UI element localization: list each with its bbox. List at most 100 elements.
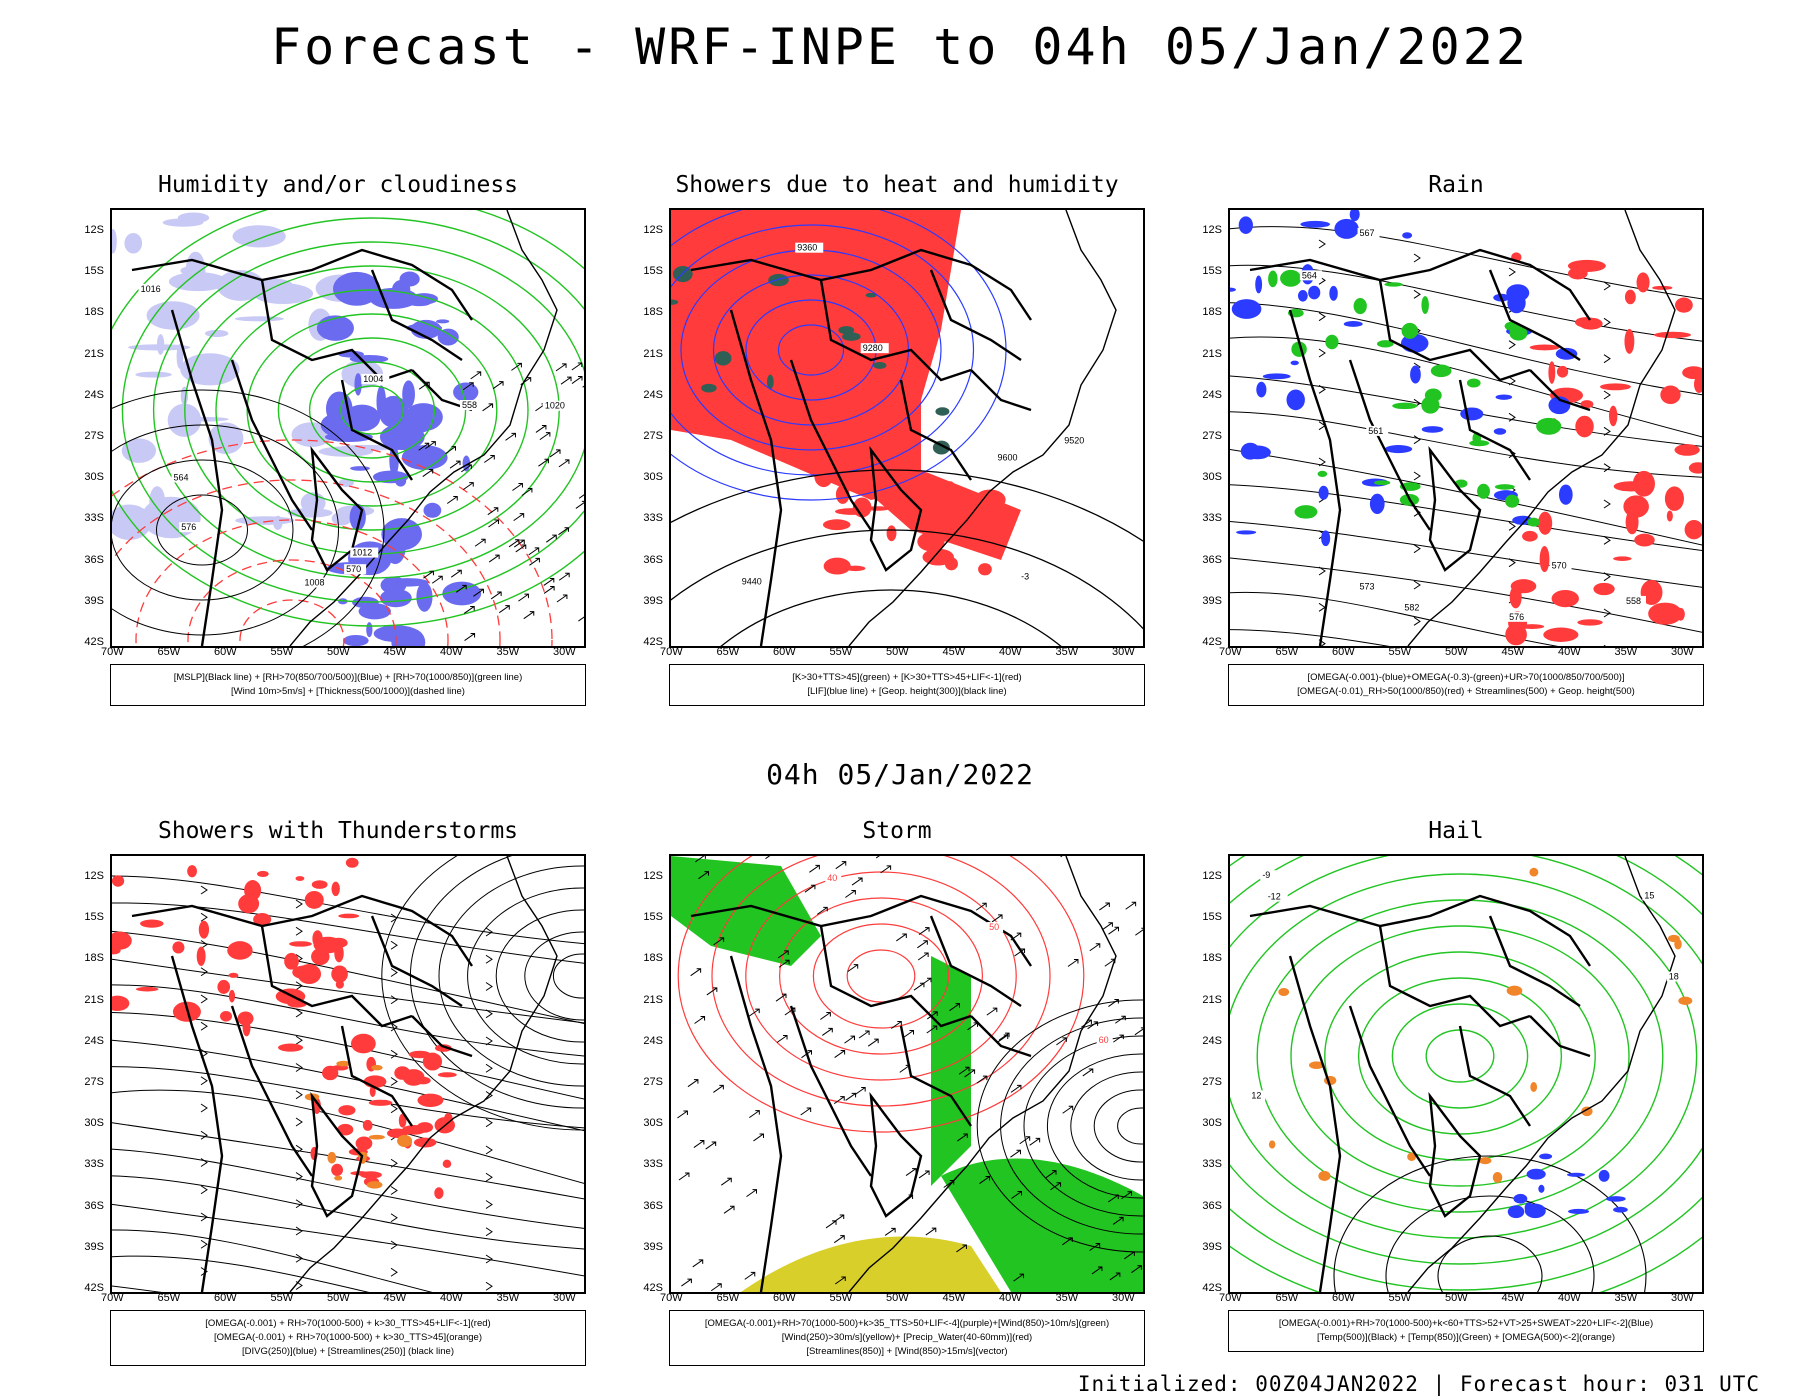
streamline-arrow [1603,535,1611,545]
shaded-area [917,532,945,552]
lat-tick-label: 24S [643,388,663,401]
legend-box: [K>30+TTS>45](green) + [K>30+TTS>45+LIF<… [669,664,1145,706]
shaded-area [187,865,198,878]
shaded-area [1495,394,1513,400]
streamline-arrow [200,1130,208,1140]
state-border [789,1005,872,1177]
shaded-area [954,501,970,511]
contour-label-bg [459,400,482,411]
shaded-area [337,1123,354,1136]
shaded-area [1278,988,1290,996]
state-border [1249,248,1591,321]
shaded-area [162,218,204,227]
shaded-area [1421,296,1429,314]
wind-vector [991,914,1003,923]
shaded-area [1551,589,1579,608]
shaded-area [1634,533,1655,547]
shaded-area [1568,1208,1590,1215]
wind-vector [445,446,457,455]
lat-axis: 12S 15S 18S 21S 24S 27S 30S 33S 36S 39S 42S [1176,854,1226,1294]
lon-tick-label: 30W [1112,1292,1135,1304]
streamline-arrow [295,1063,303,1072]
legend-line: [OMEGA(-0.01)_RH>50(1000/850)(red) + Str… [1297,686,1635,697]
streamline-vortex [438,865,584,1087]
lat-tick-label: 33S [643,1158,663,1171]
shaded-area [941,1158,1143,1292]
lon-tick-label: 40W [1558,646,1581,658]
wind-vector [964,1069,976,1078]
wind-vector [543,585,555,594]
shaded-area [1268,1140,1276,1149]
state-border [729,309,783,646]
wind-vector [778,959,790,968]
lat-tick-label: 36S [84,1199,104,1212]
legend-box: [OMEGA(-0.001)-(blue)+OMEGA(-0.3)-(green… [1228,664,1704,706]
shaded-area [1684,519,1702,540]
contour-label-bg [1062,435,1091,446]
wind-vector [543,577,555,586]
state-border [1348,1005,1431,1177]
mslp-contour [112,424,339,636]
state-border [411,1015,473,1058]
streamline-vortex [1000,1017,1143,1235]
legend-box: [MSLP](Black line) + [RH>70(850/700/500)… [110,664,586,706]
wind-vector [867,1038,879,1047]
streamline-arrow [1603,499,1611,509]
shaded-area [1522,530,1538,542]
shaded-area [985,523,994,547]
map-rain: 582 576 573 570 567 564 561 558 [1228,208,1704,648]
streamline [112,984,584,1057]
shaded-area [368,1099,393,1106]
shaded-area [1477,483,1490,499]
shaded-area [362,1119,373,1131]
wind-vector [1112,1216,1124,1225]
shaded-area [835,508,869,515]
lat-tick-label: 30S [643,471,663,484]
shaded-area [128,344,191,351]
shaded-area [338,1105,356,1116]
streamline-arrow [485,1254,493,1264]
shaded-area [311,880,328,889]
shaded-area [1543,627,1579,642]
shaded-area [1581,1106,1593,1117]
lat-axis: 12S 15S 18S 21S 24S 27S 30S 33S 36S 39S 42S [58,854,108,1294]
streamline [112,1255,370,1292]
wind-vector [777,950,789,959]
shaded-area [1556,365,1569,378]
state-border [1288,309,1342,646]
lat-tick-label: 18S [1202,952,1222,965]
shaded-area [1519,624,1545,629]
shaded-area [358,603,391,620]
geop-contour [720,589,1062,646]
shaded-area [112,229,117,254]
lon-tick-label: 50W [1445,1292,1468,1304]
streamline-arrow [485,1172,493,1182]
wind-vector [825,1220,837,1229]
wind-vector [820,1011,831,1020]
lat-tick-label: 27S [643,1076,663,1088]
contour-label-bg [1265,891,1288,902]
shaded-area [1678,996,1693,1005]
lon-tick-label: 35W [1055,1292,1079,1304]
wind-vector [926,1025,938,1034]
lat-tick-label: 12S [84,224,104,236]
shaded-area [366,622,373,638]
streamline-vortex [1023,1035,1143,1217]
state-border [1488,915,1581,1007]
streamline-arrow [200,1267,208,1276]
lat-tick-label: 42S [643,1282,663,1294]
shaded-area [312,930,323,948]
wind-vector [891,1021,902,1029]
shaded-area [1593,582,1615,596]
contour-label-bg [1096,1034,1113,1045]
streamline-vortex [467,887,584,1065]
streamline-arrow [485,1118,493,1128]
wind-vector [979,1176,991,1184]
wind-vector [521,487,533,496]
mslp-contour [112,459,294,601]
wind-vector [917,940,928,949]
lat-tick-label: 12S [643,224,663,236]
shaded-area [253,912,272,926]
shaded-area [1527,517,1541,527]
map-svg [112,856,584,1292]
